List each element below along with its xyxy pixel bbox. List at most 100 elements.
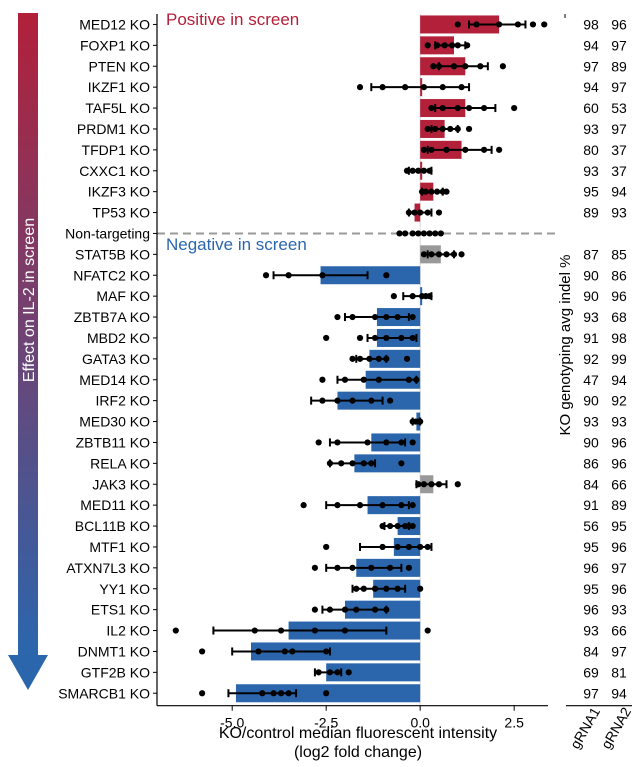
point-tp53-ko-3 — [424, 209, 431, 216]
point-ikzf3-ko-1 — [422, 188, 429, 195]
category-label-dnmt1-ko: DNMT1 KO — [78, 643, 150, 659]
point-ikzf1-ko-4 — [439, 84, 446, 91]
point-zbtb7a-ko-0 — [334, 313, 341, 321]
point-jak3-ko-3 — [435, 481, 443, 488]
indel-med30-ko-grna1: 93 — [583, 414, 599, 430]
indel-cxxc1-ko-grna1: 93 — [583, 163, 599, 179]
indel-jak3-ko-grna2: 66 — [611, 476, 627, 492]
point-zbtb11-ko-4 — [398, 439, 405, 446]
point-mbd2-ko-3 — [383, 334, 390, 342]
x-tick-label-3: 2.5 — [504, 715, 524, 731]
point-maf-ko-0 — [390, 293, 397, 300]
point-ikzf3-ko-5 — [443, 188, 450, 195]
indel-med12-ko-grna2: 96 — [611, 16, 627, 32]
indel-taf5l-ko-grna1: 60 — [583, 100, 599, 116]
point-mbd2-ko-2 — [371, 334, 379, 342]
point-ikzf1-ko-2 — [402, 84, 409, 91]
point-bcl11b-ko-1 — [386, 522, 394, 530]
point-il2-ko-1 — [251, 627, 258, 634]
point-prdm1-ko-3 — [447, 125, 454, 133]
point-zbtb7a-ko-3 — [383, 313, 390, 321]
point-ets1-ko-5 — [383, 606, 390, 613]
point-pten-ko-1 — [435, 63, 443, 70]
point-mbd2-ko-0 — [323, 334, 330, 342]
indel-stat5b-ko-grna2: 85 — [611, 246, 627, 262]
bar-dnmt1-ko — [250, 642, 421, 661]
category-label-med12-ko: MED12 KO — [79, 16, 150, 32]
point-rela-ko-4 — [368, 460, 375, 467]
category-label-tp53-ko: TP53 KO — [92, 205, 150, 221]
indel-tfdp1-ko-grna2: 37 — [611, 142, 627, 158]
point-mbd2-ko-4 — [398, 334, 405, 342]
indel-zbtb7a-ko-grna1: 93 — [583, 309, 599, 325]
indel-nfatc2-ko-grna1: 90 — [583, 267, 599, 283]
point-zbtb11-ko-2 — [364, 439, 371, 446]
point-gtf2b-ko-3 — [345, 669, 352, 676]
indel-mbd2-ko-grna2: 98 — [611, 330, 627, 346]
x-tick-label-1: -2.5 — [314, 715, 338, 731]
point-prdm1-ko-5 — [465, 125, 473, 133]
point-il2-ko-4 — [341, 627, 349, 634]
point-rela-ko-5 — [398, 460, 405, 467]
category-labels: MED12 KO FOXP1 KO PTEN KO IKZF1 KO TAF5L KO P… — [58, 16, 150, 701]
point-non-targeting-1 — [402, 230, 409, 237]
point-cxxc1-ko-3 — [420, 167, 428, 174]
indel-smarcb1-ko-grna1: 97 — [583, 685, 599, 701]
indel-gata3-ko-grna1: 92 — [583, 351, 599, 367]
point-ets1-ko-2 — [341, 606, 349, 613]
x-tick-label-0: -5.0 — [220, 715, 244, 731]
point-gata3-ko-0 — [349, 355, 356, 362]
effect-arrow: Effect on IL-2 in screen — [8, 13, 48, 690]
plot-area: MED12 KO FOXP1 KO PTEN KO IKZF1 KO TAF5L KO P… — [58, 14, 558, 731]
arrow-label: Effect on IL-2 in screen — [21, 218, 38, 382]
indel-tp53-ko-grna2: 93 — [611, 205, 627, 221]
indel-stat5b-ko-grna1: 87 — [583, 246, 599, 262]
indel-gtf2b-ko-grna1: 69 — [583, 664, 599, 680]
point-ikzf1-ko-5 — [458, 84, 465, 91]
point-foxp1-ko-1 — [433, 42, 441, 49]
category-label-ikzf3-ko: IKZF3 KO — [88, 184, 150, 200]
point-nfatc2-ko-2 — [319, 272, 326, 279]
point-yy1-ko-5 — [417, 585, 424, 592]
point-non-targeting-6 — [432, 230, 439, 237]
indel-foxp1-ko-grna2: 97 — [611, 37, 627, 53]
point-non-targeting-3 — [415, 230, 422, 237]
point-jak3-ko-2 — [428, 481, 435, 488]
point-jak3-ko-1 — [420, 481, 428, 488]
indel-pten-ko-grna1: 97 — [583, 58, 599, 74]
indel-atxn7l3-ko-grna2: 97 — [611, 560, 627, 576]
point-ikzf1-ko-1 — [379, 84, 386, 91]
point-atxn7l3-ko-1 — [334, 564, 341, 571]
point-gtf2b-ko-1 — [326, 669, 334, 676]
point-dnmt1-ko-3 — [289, 648, 296, 655]
annotation-negative: Negative in screen — [166, 235, 307, 254]
indel-irf2-ko-grna2: 92 — [611, 393, 627, 409]
point-yy1-ko-1 — [360, 585, 367, 592]
point-rela-ko-1 — [338, 460, 345, 467]
indel-maf-ko-grna1: 90 — [583, 288, 599, 304]
point-smarcb1-ko-0 — [199, 690, 206, 697]
indel-med11-ko-grna2: 89 — [611, 497, 627, 513]
point-cxxc1-ko-0 — [403, 167, 411, 174]
indel-maf-ko-grna2: 96 — [611, 288, 627, 304]
indel-cxxc1-ko-grna2: 37 — [611, 163, 627, 179]
point-med11-ko-3 — [379, 502, 386, 509]
point-non-targeting-0 — [396, 230, 403, 237]
point-yy1-ko-0 — [353, 585, 360, 592]
point-gata3-ko-5 — [403, 355, 411, 362]
point-foxp1-ko-3 — [449, 42, 456, 49]
indel-mtf1-ko-grna1: 95 — [583, 539, 599, 555]
indel-axis-label: KO genotyping avg indel % — [557, 255, 574, 436]
point-stat5b-ko-2 — [435, 251, 443, 258]
point-ets1-ko-4 — [371, 606, 379, 613]
point-smarcb1-ko-2 — [270, 690, 277, 697]
point-ikzf3-ko-3 — [433, 188, 441, 195]
point-ikzf1-ko-0 — [356, 84, 364, 91]
indel-med12-ko-grna1: 98 — [583, 16, 599, 32]
point-atxn7l3-ko-2 — [349, 564, 356, 571]
indel-ikzf1-ko-grna1: 94 — [583, 79, 599, 95]
point-nfatc2-ko-1 — [285, 272, 292, 279]
point-dnmt1-ko-2 — [281, 648, 288, 655]
indel-med14-ko-grna1: 47 — [583, 372, 599, 388]
